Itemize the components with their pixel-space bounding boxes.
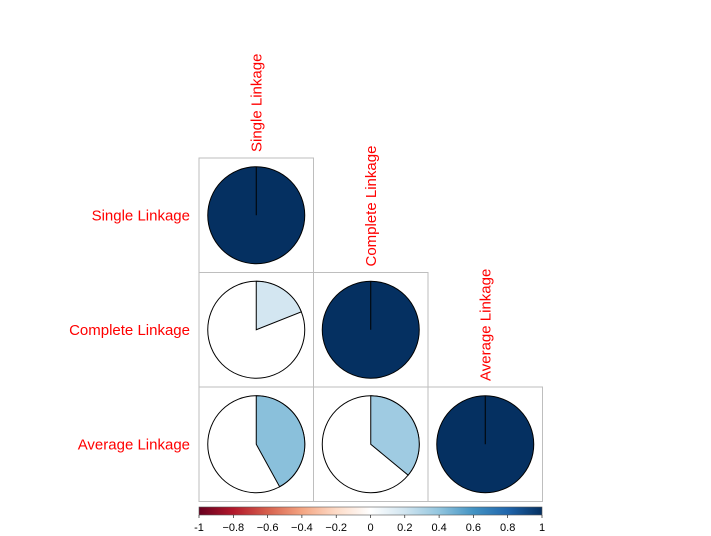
column-label-average-linkage: Average Linkage [477,269,494,381]
column-labels: Single Linkage Complete Linkage Average Li… [248,54,494,381]
column-label-single-linkage: Single Linkage [248,54,265,152]
colorbar-tick-label: 1 [539,522,545,534]
color-legend: -1 −0.8 −0.6 −0.4 −0.2 0 0.2 0.4 0.6 0.8 1 [194,506,545,534]
row-label-average-linkage: Average Linkage [78,436,190,453]
colorbar-tick-label: −0.4 [291,522,313,534]
cell-border [427,386,543,502]
colorbar-tick-label: 0.6 [466,522,481,534]
colorbar-tick-label: 0.4 [431,522,446,534]
row-labels: Single Linkage Complete Linkage Average Li… [69,207,190,453]
column-label-complete-linkage: Complete Linkage [363,146,380,267]
colorbar-tick-label: −0.8 [222,522,244,534]
cell-average-linkage-average-linkage [427,386,543,502]
colorbar-gradient [199,507,542,515]
colorbar-tick-label: −0.2 [325,522,347,534]
colorbar-tick-label: -1 [194,522,204,534]
colorbar-tick-label: 0.2 [397,522,412,534]
pie-slice [370,395,420,476]
colorbar-tick-label: −0.6 [257,522,279,534]
cell-average-linkage-complete-linkage [313,386,429,502]
pie-slice [255,395,306,488]
colorbar-tick-label: 0.8 [500,522,515,534]
row-label-single-linkage: Single Linkage [92,207,190,224]
colorbar-tick-label: 0 [367,522,373,534]
cell-average-linkage-single-linkage [198,386,314,502]
correlation-cells [198,157,543,502]
cell-single-linkage-single-linkage [198,157,314,273]
cell-complete-linkage-complete-linkage [313,272,429,388]
cell-complete-linkage-single-linkage [198,272,314,388]
pie-slice [255,280,302,331]
row-label-complete-linkage: Complete Linkage [69,322,190,339]
